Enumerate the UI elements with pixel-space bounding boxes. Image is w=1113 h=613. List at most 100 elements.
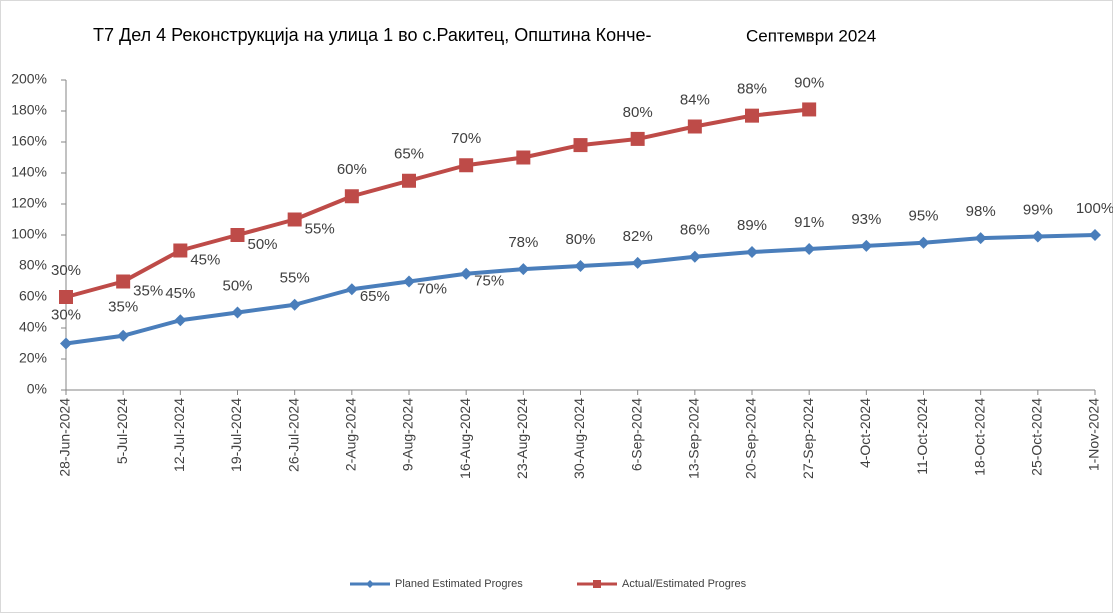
point [631, 256, 644, 269]
data-label: 50% [248, 236, 278, 253]
y-tick-label: 200% [11, 71, 47, 87]
data-label: 93% [851, 211, 881, 228]
point [230, 228, 245, 242]
point [516, 150, 531, 165]
data-label: 60% [337, 161, 367, 178]
point [974, 232, 987, 245]
point [231, 306, 244, 319]
data-label: 35% [133, 282, 163, 299]
y-tick-label: 140% [11, 164, 47, 180]
legend-label: Actual/Estimated Progres [622, 578, 747, 590]
data-label: 45% [190, 251, 220, 268]
data-label: 86% [680, 222, 710, 239]
point [745, 108, 759, 123]
x-tick-label: 18-Oct-2024 [971, 398, 987, 476]
point [59, 290, 73, 304]
y-tick-label: 180% [11, 102, 47, 118]
chart-title: T7 Дел 4 Реконструкција на улица 1 во с.… [93, 25, 651, 45]
point [403, 275, 415, 288]
x-tick-label: 6-Sep-2024 [628, 398, 644, 471]
legend-marker [366, 580, 374, 588]
data-label: 70% [451, 130, 481, 147]
point [173, 243, 188, 258]
data-label: 82% [623, 228, 653, 245]
y-tick-label: 120% [11, 195, 47, 211]
point [116, 274, 131, 289]
data-label: 45% [165, 285, 195, 302]
data-label: 55% [280, 270, 310, 287]
data-label: 65% [394, 146, 424, 163]
data-label: 78% [508, 234, 538, 251]
point [917, 236, 930, 249]
point [802, 102, 817, 117]
data-label: 75% [474, 273, 504, 290]
point [517, 263, 530, 276]
point [174, 314, 187, 327]
point [630, 131, 645, 146]
point [573, 138, 588, 153]
data-label: 95% [908, 208, 938, 225]
x-tick-label: 20-Sep-2024 [743, 398, 759, 479]
point [688, 250, 701, 263]
x-tick-label: 27-Sep-2024 [800, 398, 816, 479]
point [402, 173, 416, 188]
data-label: 99% [1023, 202, 1053, 219]
x-tick-label: 11-Oct-2024 [914, 398, 930, 475]
x-tick-label: 4-Oct-2024 [857, 398, 873, 468]
x-tick-label: 26-Jul-2024 [285, 398, 301, 472]
x-tick-label: 30-Aug-2024 [571, 398, 587, 479]
chart-subtitle: Септември 2024 [746, 26, 876, 45]
data-label: 35% [108, 299, 138, 316]
point [345, 283, 358, 296]
point [746, 246, 758, 259]
point [60, 337, 72, 350]
data-label: 89% [737, 217, 767, 234]
point [344, 189, 359, 204]
legend-label: Planed Estimated Progres [395, 578, 523, 590]
x-tick-label: 9-Aug-2024 [400, 398, 416, 471]
data-label: 55% [305, 220, 335, 237]
series-line [65, 107, 810, 299]
point [117, 329, 130, 342]
x-tick-label: 28-Jun-2024 [57, 398, 73, 477]
point [687, 119, 702, 134]
x-tick-label: 13-Sep-2024 [686, 398, 702, 479]
data-label: 88% [737, 81, 767, 98]
x-tick-label: 25-Oct-2024 [1029, 398, 1045, 476]
y-tick-label: 80% [19, 257, 47, 273]
x-tick-label: 2-Aug-2024 [343, 398, 359, 471]
data-label: 30% [51, 306, 81, 323]
y-tick-label: 0% [27, 381, 47, 397]
point [803, 242, 816, 255]
point [459, 158, 474, 173]
data-label: 80% [623, 104, 653, 121]
y-tick-label: 40% [19, 319, 47, 335]
y-tick-label: 60% [19, 288, 47, 304]
point [460, 267, 473, 280]
data-label: 84% [680, 91, 710, 108]
data-label: 70% [417, 280, 447, 297]
data-label: 91% [794, 214, 824, 231]
point [288, 298, 301, 311]
x-tick-label: 12-Jul-2024 [171, 398, 187, 472]
data-label: 65% [360, 288, 390, 305]
point [1089, 229, 1101, 241]
legend-marker [593, 580, 601, 588]
x-tick-label: 1-Nov-2024 [1086, 398, 1102, 471]
point [860, 239, 873, 252]
point [574, 260, 587, 272]
y-tick-label: 160% [11, 133, 47, 149]
point [287, 212, 302, 227]
data-label: 50% [222, 277, 252, 294]
y-tick-label: 20% [19, 350, 47, 366]
y-tick-label: 100% [11, 226, 47, 242]
data-label: 90% [794, 74, 824, 91]
data-label: 30% [51, 262, 81, 279]
point [1031, 230, 1044, 243]
x-tick-label: 19-Jul-2024 [228, 398, 244, 472]
x-tick-label: 5-Jul-2024 [114, 398, 130, 464]
x-tick-label: 16-Aug-2024 [457, 398, 473, 479]
data-label: 98% [966, 203, 996, 220]
